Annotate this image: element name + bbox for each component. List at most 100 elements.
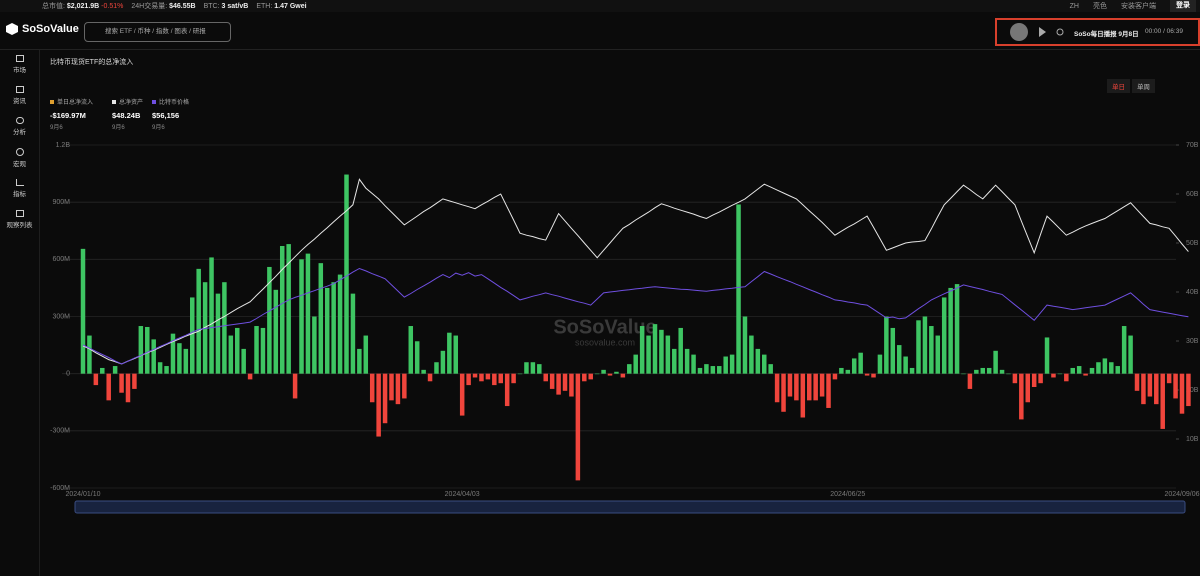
bar — [813, 373, 818, 401]
bar — [1038, 373, 1043, 384]
legend-name: 总净资产 — [119, 100, 144, 106]
header: SoSoValue 搜索 ETF / 币种 / 指数 / 图表 / 研报 SoS… — [0, 12, 1200, 50]
logo[interactable]: SoSoValue — [6, 23, 79, 35]
bar — [164, 366, 169, 374]
podcast-icons — [1010, 23, 1064, 41]
y-tick-label: 600M — [52, 256, 70, 263]
bar — [196, 268, 201, 374]
y2-tick-label: 70B — [1186, 142, 1199, 149]
bar — [922, 316, 928, 374]
bar — [408, 326, 414, 374]
bar — [530, 362, 536, 374]
bar — [620, 373, 626, 378]
bar — [151, 339, 156, 374]
bar — [1064, 373, 1069, 382]
bar — [1179, 373, 1185, 414]
bar — [286, 244, 291, 374]
podcast[interactable]: SoSo每日播报 9月8日 00:00 / 06:39 — [995, 18, 1200, 46]
logo-icon — [6, 23, 18, 35]
bar — [652, 324, 658, 374]
bar — [344, 174, 349, 374]
nav-item[interactable]: 观察列表 — [0, 205, 39, 236]
bar — [974, 369, 979, 374]
bar — [575, 373, 581, 481]
bar — [781, 373, 786, 412]
bar — [215, 293, 221, 374]
bar — [633, 354, 638, 374]
bar — [800, 373, 806, 418]
bar — [884, 316, 889, 374]
stat: BTC: 3 sat/vB — [203, 2, 249, 10]
bar — [414, 341, 420, 374]
toggle[interactable]: 单日 — [1107, 79, 1130, 93]
bar — [177, 343, 182, 374]
bar — [273, 289, 279, 374]
bar — [157, 362, 163, 374]
bar — [736, 204, 741, 374]
bar — [1051, 373, 1056, 378]
bar — [729, 354, 735, 374]
bar — [607, 373, 613, 376]
bar — [305, 253, 311, 374]
search[interactable]: 搜索 ETF / 币种 / 指数 / 图表 / 研报 — [84, 22, 231, 42]
bar — [1070, 367, 1075, 374]
bar — [993, 350, 998, 374]
bar — [247, 373, 253, 380]
range-navigator[interactable] — [74, 500, 1186, 514]
y2-tick-label: 50B — [1186, 240, 1199, 247]
bar — [941, 297, 947, 374]
bar — [762, 354, 767, 374]
toggle[interactable]: 单周 — [1132, 79, 1155, 93]
y2-tick-label: 10B — [1186, 436, 1199, 443]
legend-item[interactable]: 比特币价格 $56,156 9月6 — [152, 97, 189, 131]
legend-item[interactable]: 单日总净流入 -$169.97M 9月6 — [50, 97, 93, 131]
bar — [324, 287, 330, 374]
theme[interactable]: 亮色 — [1093, 3, 1107, 10]
x-tick-label: 2024/06/25 — [830, 491, 865, 498]
bar — [267, 266, 272, 374]
legend-value: $56,156 — [152, 111, 180, 120]
login[interactable]: 登录 — [1170, 0, 1196, 12]
bar — [1160, 373, 1165, 429]
line — [82, 178, 1189, 365]
bar — [1141, 373, 1146, 405]
bar — [100, 367, 105, 374]
bar — [1115, 366, 1120, 374]
nav-item[interactable]: 资讯 — [0, 81, 39, 112]
lang[interactable]: ZH — [1069, 2, 1079, 10]
y-tick-label: -600M — [50, 485, 70, 492]
nav-item[interactable]: 分析 — [0, 112, 39, 143]
legend-item[interactable]: 总净资产 $48.24B 9月6 — [112, 97, 143, 131]
legend-value: -$169.97M — [50, 111, 86, 120]
legend-name: 单日总净流入 — [57, 100, 94, 106]
bar — [402, 373, 407, 399]
y2-tick-label: 40B — [1186, 289, 1199, 296]
y-tick-label: -300M — [50, 428, 70, 435]
bar — [312, 316, 317, 374]
bar — [1121, 326, 1127, 374]
bar — [543, 373, 548, 382]
bar — [954, 284, 960, 374]
bar — [222, 282, 227, 374]
bar — [119, 373, 124, 393]
bar — [768, 364, 773, 374]
bar — [646, 335, 651, 374]
bar — [421, 369, 426, 374]
bar — [717, 366, 722, 374]
bar — [755, 348, 761, 374]
bar — [858, 352, 863, 374]
y-tick-label: 300M — [52, 313, 70, 320]
bar — [1128, 335, 1133, 374]
nav-item[interactable]: 指标 — [0, 174, 39, 205]
install[interactable]: 安装客户端 — [1121, 3, 1156, 10]
bar — [472, 373, 478, 378]
nav-item[interactable]: 宏观 — [0, 143, 39, 174]
bar — [466, 373, 471, 386]
bar — [1147, 373, 1153, 397]
bar — [504, 373, 510, 407]
nav-item[interactable]: 市场 — [0, 50, 39, 81]
bar — [299, 259, 304, 374]
bar — [260, 327, 266, 374]
bar — [183, 348, 189, 374]
